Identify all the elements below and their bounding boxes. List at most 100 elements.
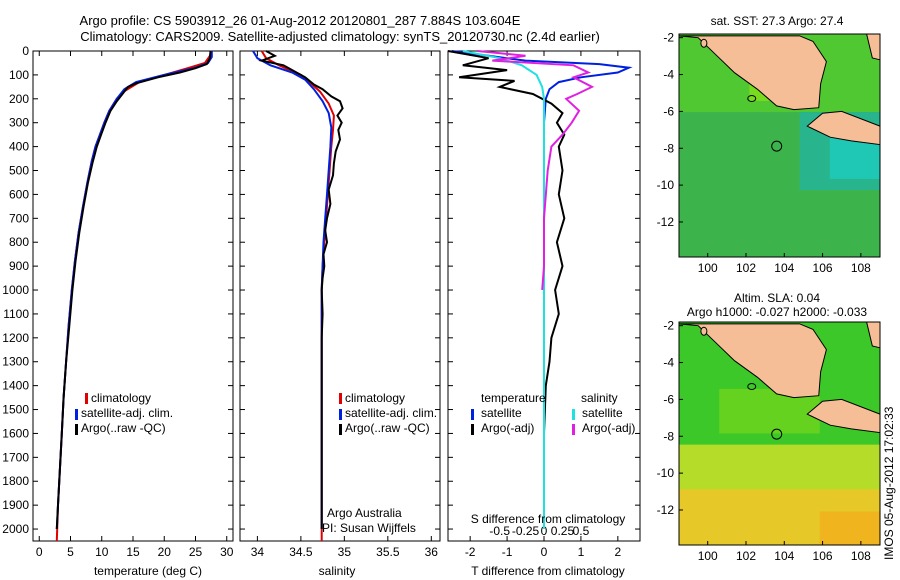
sla-map-title-line1: Altim. SLA: 0.04: [734, 291, 820, 305]
legend-swatch-climatology: [85, 393, 88, 404]
legend-swatch-climatology: [339, 393, 342, 404]
difference-xlabel: T difference from climatology: [471, 564, 625, 578]
y-tick-label: 900: [9, 259, 29, 273]
x2-tick-label: 0.25: [551, 524, 575, 538]
legend-swatch-s-satellite: [572, 409, 575, 420]
y-tick-label: 1000: [2, 283, 29, 297]
figure-title-line2: Climatology: CARS2009. Satellite-adjuste…: [80, 29, 600, 44]
legend-swatch-satellite: [75, 409, 78, 420]
y-tick-label: 500: [9, 164, 29, 178]
legend-label-s-argo: Argo(-adj): [582, 421, 635, 435]
salinity-xlabel: salinity: [319, 564, 356, 578]
legend-label-argo: Argo(..raw -QC): [345, 421, 430, 435]
argo-float-marker: [771, 140, 783, 152]
legend-swatch-argo: [75, 424, 78, 435]
argo-float-marker: [771, 428, 783, 440]
x-tick-label: 2: [615, 545, 622, 559]
series-line-argo-adj-: [477, 50, 595, 291]
sumatra-landmass: [678, 35, 827, 111]
salinity-legend: climatology satellite-adj. clim. Argo(..…: [339, 391, 437, 435]
x-tick-label: -1: [502, 545, 513, 559]
sumatra-landmass: [678, 323, 827, 399]
legend-label-s-satellite: satellite: [582, 406, 623, 420]
plot-frame: [239, 50, 441, 542]
ocean-patch: [819, 511, 880, 545]
y-tick-label: 800: [9, 235, 29, 249]
y-tick-label: 1500: [2, 403, 29, 417]
y-tick-label: 1900: [2, 498, 29, 512]
legend-swatch-argo: [339, 424, 342, 435]
y-tick-label: 1400: [2, 379, 29, 393]
sla-map: 100 102 104 106 108 -2 -4 -6 -8 -10 -12: [657, 319, 881, 563]
legend-swatch-t-argo: [471, 424, 474, 435]
y-tick-label: 300: [9, 116, 29, 130]
temperature-panel: 0 5 10 15 20 25 300100200300400500600700800900…: [2, 44, 233, 559]
legend-swatch-t-satellite: [471, 409, 474, 420]
island-outline: [700, 38, 708, 48]
island-outline: [747, 383, 757, 391]
island-outline: [700, 326, 708, 336]
y-tick-label: -8: [663, 429, 674, 443]
x-tick-label: 34.5: [289, 545, 313, 559]
difference-panel: -2 -1 0 1 2 -0.5 -0.25 0 0.250.5: [447, 50, 641, 559]
y-tick-label: 400: [9, 140, 29, 154]
legend-label-climatology: climatology: [91, 391, 151, 405]
x-tick-label: 102: [736, 549, 756, 563]
x-tick-label: 104: [774, 261, 794, 275]
figure-title-line1: Argo profile: CS 5903912_26 01-Aug-2012 …: [80, 13, 521, 28]
difference-legend: temperature satellite Argo(-adj) salinit…: [471, 391, 635, 435]
y-tick-label: -2: [663, 31, 674, 45]
y-tick-label: -2: [663, 319, 674, 333]
legend-label-satellite: satellite-adj. clim.: [81, 406, 173, 420]
legend-heading-salinity: salinity: [581, 391, 618, 405]
y-tick-label: -4: [663, 356, 674, 370]
y-tick-label: -6: [663, 392, 674, 406]
x-tick-label: 108: [851, 261, 871, 275]
series-line-argo-raw-qc-: [258, 50, 344, 529]
imos-timestamp: IMOS 05-Aug-2012 17:02:33: [882, 406, 896, 560]
legend-swatch-s-argo: [572, 424, 575, 435]
x-tick-label: 0: [36, 545, 43, 559]
y-tick-label: 1600: [2, 426, 29, 440]
y-tick-label: -6: [663, 104, 674, 118]
y-tick-label: 700: [9, 211, 29, 225]
sst-map-title: sat. SST: 27.3 Argo: 27.4: [711, 14, 844, 28]
x-tick-label: 106: [813, 261, 833, 275]
x-tick-label: 35.5: [376, 545, 400, 559]
y-tick-label: 100: [9, 68, 29, 82]
x-tick-label: 100: [698, 549, 718, 563]
x-tick-label: 5: [67, 545, 74, 559]
x2-tick-label: 0: [541, 524, 548, 538]
y-tick-label: -8: [663, 141, 674, 155]
y-tick-label: -10: [657, 178, 675, 192]
y-tick-label: 1300: [2, 355, 29, 369]
x-tick-label: 106: [813, 549, 833, 563]
x-tick-label: 10: [95, 545, 109, 559]
y-tick-label: 200: [9, 92, 29, 106]
x-tick-label: 15: [126, 545, 140, 559]
legend-heading-temperature: temperature: [481, 391, 546, 405]
legend-label-argo: Argo(..raw -QC): [81, 421, 166, 435]
y-tick-label: -12: [657, 503, 675, 517]
x2-tick-label: -0.5: [489, 524, 510, 538]
x-tick-label: 108: [851, 549, 871, 563]
legend-label-climatology: climatology: [345, 391, 405, 405]
y-tick-label: 2000: [2, 522, 29, 536]
y-tick-label: -10: [657, 466, 675, 480]
difference-x2label: S difference from climatology: [471, 512, 626, 526]
x-tick-label: 30: [220, 545, 234, 559]
legend-label-satellite: satellite-adj. clim.: [345, 406, 437, 420]
island-outline: [747, 95, 757, 103]
x-tick-label: -2: [465, 545, 476, 559]
series-line-argo-raw-qc-: [55, 50, 212, 530]
legend-label-t-satellite: satellite: [481, 406, 522, 420]
salinity-panel: 34 34.5 35 35.5 36: [239, 50, 441, 559]
y-tick-label: -4: [663, 68, 674, 82]
map-frame: [678, 321, 881, 546]
y-tick-label: 1100: [3, 307, 29, 321]
y-tick-label: 1800: [2, 474, 29, 488]
sla-map-title-line2: Argo h1000: -0.027 h2000: -0.033: [687, 305, 867, 319]
x-tick-label: 35: [338, 545, 352, 559]
plot-frame: [32, 50, 234, 542]
series-line-argo-adj-: [447, 50, 566, 529]
